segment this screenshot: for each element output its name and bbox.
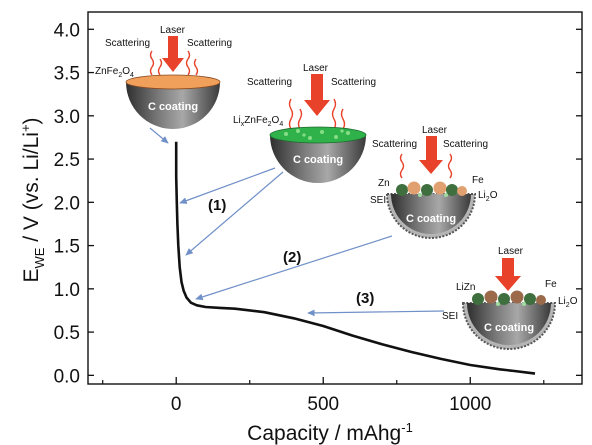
- step-label-2: (2): [283, 249, 301, 266]
- step-label-1: (1): [208, 197, 226, 214]
- scatter-wave-icon: [185, 50, 191, 76]
- laser-label-3: Laser: [422, 125, 448, 136]
- laser-label-4: Laser: [498, 246, 524, 257]
- step-label-3: (3): [356, 290, 374, 307]
- y-tick-label: 3.0: [54, 107, 80, 128]
- bowl-3: [391, 194, 471, 234]
- arrow-panel1: [149, 127, 169, 144]
- scattering-label-3a: Scattering: [372, 139, 417, 150]
- y-tick-label: 0.5: [54, 323, 80, 344]
- panel-znfe2o4: Laser Scattering Scattering ZnFe2O4 C co…: [95, 25, 232, 129]
- panel-zn-fe-li2o: Laser Scattering Scattering Zn Fe Li2O S…: [370, 125, 498, 239]
- scatter-wave-icon: [331, 98, 337, 130]
- scatter-wave-icon: [288, 98, 294, 130]
- discharge-curve: [174, 141, 536, 375]
- material-label-1: ZnFe2O4: [95, 66, 134, 79]
- scatter-wave-icon: [157, 58, 163, 76]
- annotation-arrows: [149, 127, 445, 317]
- laser-arrow-icon: [419, 136, 443, 174]
- x-tick-label: 1000: [449, 394, 491, 415]
- bowl-4: [467, 303, 551, 345]
- arrow-panel2-b: [185, 171, 284, 256]
- coating-label-3: C coating: [406, 213, 456, 225]
- laser-arrow-icon: [304, 74, 330, 116]
- bowl-2-particles: [284, 129, 350, 140]
- y-tick-label: 3.5: [54, 64, 80, 85]
- y-tick-label: 1.5: [54, 237, 80, 258]
- scatter-wave-icon: [447, 153, 453, 179]
- arrow-panel2-a: [179, 167, 276, 204]
- scatter-wave-icon: [297, 108, 303, 130]
- bowl-1: [126, 82, 220, 129]
- bowl-3-particles: [396, 181, 467, 197]
- sei-label-4: SEI: [442, 311, 458, 322]
- material-label-2: LixZnFe2O4: [233, 115, 283, 128]
- scattering-label-3b: Scattering: [443, 139, 488, 150]
- laser-arrow-icon: [162, 36, 184, 72]
- zn-label: Zn: [378, 178, 390, 189]
- scatter-wave-icon: [149, 50, 155, 76]
- scatter-wave-icon: [399, 153, 405, 179]
- panel-lizn-fe-li2o: Laser LiZn Fe Li2O SEI C coating: [442, 246, 578, 350]
- x-tick-label: 0: [171, 394, 182, 415]
- sei-label-3: SEI: [370, 195, 386, 206]
- scattering-label-1a: Scattering: [105, 38, 150, 49]
- laser-label-1: Laser: [160, 25, 186, 36]
- bowl-4-particles: [472, 290, 546, 306]
- coating-label-4: C coating: [484, 322, 534, 334]
- y-tick-label: 2.5: [54, 150, 80, 171]
- panel-lixznfe2o4: Laser Scattering Scattering LixZnFe2O4 C…: [233, 63, 376, 183]
- scattering-label-2a: Scattering: [247, 77, 292, 88]
- coating-label-2: C coating: [293, 154, 343, 166]
- y-tick-label: 0.0: [54, 366, 80, 387]
- y-tick-label: 4.0: [54, 20, 80, 41]
- bowl-1-fill: [125, 74, 221, 90]
- scattering-label-2b: Scattering: [331, 77, 376, 88]
- bowl-2: [270, 135, 366, 183]
- li2o-label-4: Li2O: [558, 296, 578, 309]
- y-tick-label: 1.0: [54, 280, 80, 301]
- scatter-wave-icon: [193, 58, 199, 76]
- lizn-label: LiZn: [456, 282, 475, 293]
- scatter-wave-icon: [340, 108, 346, 130]
- fe-label-3: Fe: [472, 175, 484, 186]
- li2o-label-3: Li2O: [478, 190, 498, 203]
- plot-frame: [87, 11, 583, 385]
- y-axis-title: EWE / V (vs. Li/Li+): [18, 117, 47, 282]
- laser-label-2: Laser: [303, 63, 329, 74]
- scattering-label-1b: Scattering: [187, 38, 232, 49]
- x-axis-title: Capacity / mAhg-1: [247, 420, 413, 445]
- laser-arrow-icon: [495, 258, 521, 291]
- y-axis: 0.0 0.5 1.0 1.5 2.0 2.5 3.0 3.5 4.0: [54, 20, 582, 387]
- coating-label-1: C coating: [148, 101, 198, 113]
- arrow-panel4: [307, 309, 445, 317]
- fe-label-4: Fe: [545, 279, 557, 290]
- x-axis: 0 500 1000: [102, 377, 545, 415]
- arrow-panel3: [195, 235, 393, 301]
- x-tick-label: 500: [307, 394, 339, 415]
- y-tick-label: 2.0: [54, 193, 80, 214]
